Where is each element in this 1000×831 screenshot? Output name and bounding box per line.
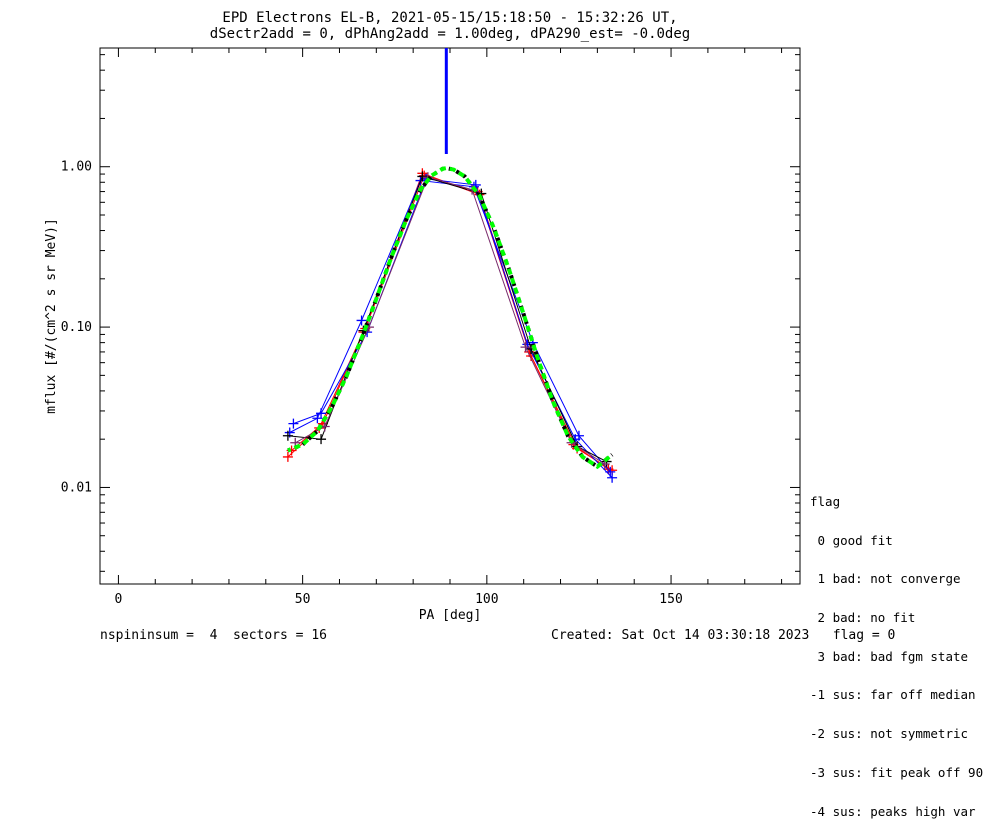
legend-item: 3 bad: bad fgm state — [810, 648, 969, 664]
series-point — [282, 451, 293, 462]
footer-left: nspininsum = 4 sectors = 16 — [100, 628, 327, 643]
series-line-2 — [291, 174, 609, 470]
x-tick-label: 100 — [475, 592, 498, 607]
series-point — [573, 430, 584, 441]
chart-title-line2: dSectr2add = 0, dPhAng2add = 1.00deg, dP… — [210, 26, 690, 42]
series-point — [312, 413, 323, 424]
series-point — [607, 472, 618, 483]
chart-title-line1: EPD Electrons EL-B, 2021-05-15/15:18:50 … — [222, 10, 677, 26]
legend-title: flag — [810, 493, 841, 509]
x-tick-label: 0 — [115, 592, 123, 607]
legend-item: -3 sus: fit peak off 90 — [810, 764, 984, 780]
fit-curve-green — [287, 166, 614, 470]
y-tick-label: 1.00 — [61, 160, 92, 175]
legend-item: 1 bad: not converge — [810, 571, 961, 587]
plot-frame — [99, 47, 801, 585]
flag-legend: flag 0 good fit 1 bad: not converge 2 ba… — [810, 470, 983, 831]
legend-item: -1 sus: far off median — [810, 687, 976, 703]
y-axis-label: mflux [#/(cm^2 s sr MeV)] — [44, 218, 59, 414]
series-line-4 — [289, 179, 611, 473]
series-point — [288, 418, 299, 429]
series-point — [356, 315, 367, 326]
series-point — [316, 434, 327, 445]
legend-item: -4 sus: peaks high var — [810, 803, 976, 819]
legend-item: -2 sus: not symmetric — [810, 726, 969, 742]
x-tick-label: 50 — [295, 592, 311, 607]
series-point — [417, 171, 428, 182]
legend-item: 2 bad: no fit — [810, 609, 916, 625]
series-point — [520, 342, 531, 353]
chart: EPD Electrons EL-B, 2021-05-15/15:18:50 … — [44, 10, 801, 623]
series-point — [282, 430, 293, 441]
series-point — [605, 466, 616, 477]
footer-right: Created: Sat Oct 14 03:30:18 2023 flag =… — [551, 628, 896, 643]
x-axis-label: PA [deg] — [419, 608, 482, 623]
fit-curve-group — [287, 166, 614, 470]
series-line-3 — [293, 178, 613, 479]
series-line-5 — [287, 175, 607, 463]
y-tick-label: 0.01 — [61, 480, 92, 495]
legend-item: 0 good fit — [810, 532, 893, 548]
y-tick-label: 0.10 — [61, 320, 92, 335]
axis-ticks: 0 50 100 150 0.01 0.10 1.00 — [61, 48, 800, 607]
series-line-6 — [295, 176, 605, 465]
x-tick-label: 150 — [659, 592, 682, 607]
